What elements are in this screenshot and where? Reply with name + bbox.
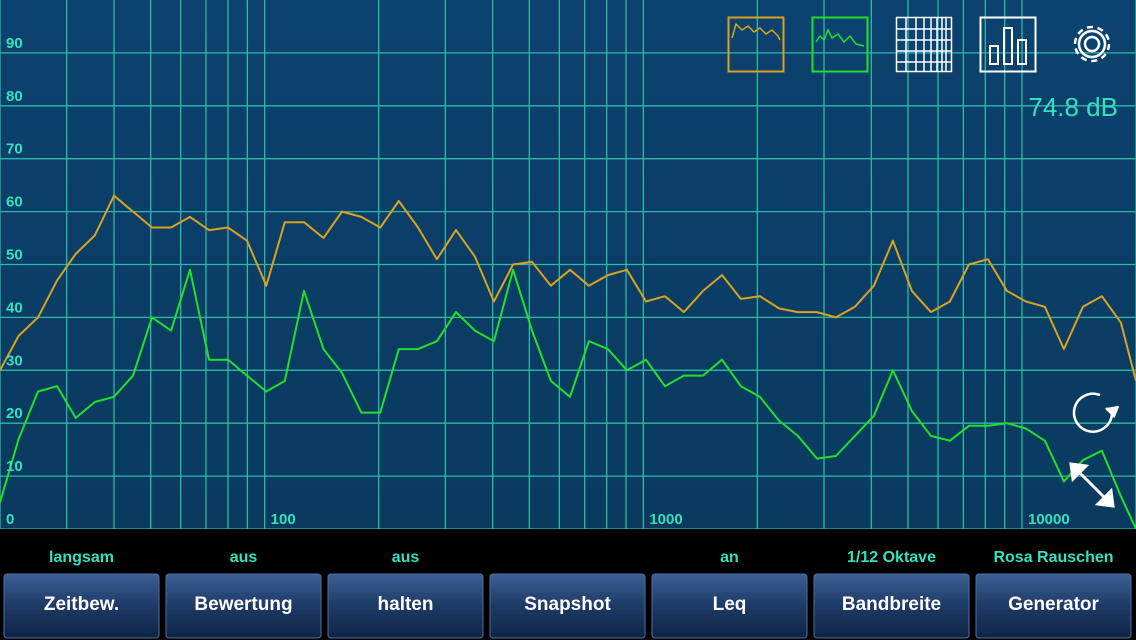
bars-toggle[interactable] bbox=[979, 16, 1037, 73]
y-tick-label: 20 bbox=[6, 405, 23, 422]
control-button[interactable]: Generator bbox=[975, 573, 1132, 639]
zoom-button[interactable] bbox=[1069, 462, 1115, 508]
button-face bbox=[813, 573, 970, 639]
button-face bbox=[3, 573, 160, 639]
control-button[interactable]: Bandbreite bbox=[813, 573, 970, 639]
y-tick-label: 40 bbox=[6, 299, 23, 316]
control-button[interactable]: Leq bbox=[651, 573, 808, 639]
status-label: 1/12 Oktave bbox=[847, 549, 936, 566]
grid bbox=[0, 0, 1136, 530]
button-label: Zeitbew. bbox=[44, 594, 119, 615]
button-label: Leq bbox=[713, 594, 747, 615]
button-label: Bewertung bbox=[194, 594, 292, 615]
controls: langsam Zeitbew. aus Bewertung aus halten Snap… bbox=[3, 549, 1132, 639]
y-tick-label: 30 bbox=[6, 352, 23, 369]
status-label: aus bbox=[392, 549, 420, 566]
y-tick-label: 50 bbox=[6, 247, 23, 264]
status-label: langsam bbox=[49, 549, 114, 566]
status-label: an bbox=[720, 549, 739, 566]
grid-toggle[interactable] bbox=[895, 16, 953, 73]
spectra bbox=[0, 194, 1136, 530]
y-tick-label: 0 bbox=[6, 511, 14, 528]
spectrum-line bbox=[0, 268, 1136, 530]
spectrum-line bbox=[0, 194, 1136, 382]
tick-labels: 0 10 20 30 40 50 60 70 80 90 100 1000 10000 bbox=[6, 35, 1070, 528]
button-face bbox=[651, 573, 808, 639]
settings-button[interactable] bbox=[1073, 25, 1111, 63]
control-button[interactable]: Bewertung bbox=[165, 573, 322, 639]
x-tick-label: 100 bbox=[271, 511, 296, 528]
button-label: Generator bbox=[1008, 594, 1099, 615]
reset-button[interactable] bbox=[1072, 392, 1120, 433]
y-tick-label: 90 bbox=[6, 35, 23, 52]
button-face bbox=[327, 573, 484, 639]
x-tick-label: 10000 bbox=[1028, 511, 1070, 528]
status-label: Rosa Rauschen bbox=[993, 549, 1113, 566]
control-button[interactable]: halten bbox=[327, 573, 484, 639]
control-button[interactable]: Snapshot bbox=[489, 573, 646, 639]
button-label: Bandbreite bbox=[842, 594, 941, 615]
y-tick-label: 70 bbox=[6, 141, 23, 158]
level-readout: 74.8 dB bbox=[1028, 92, 1118, 122]
button-face bbox=[489, 573, 646, 639]
x-tick-label: 1000 bbox=[649, 511, 682, 528]
y-tick-label: 80 bbox=[6, 88, 23, 105]
orange-spectrum-toggle[interactable] bbox=[727, 16, 785, 73]
green-spectrum-toggle[interactable] bbox=[811, 16, 869, 73]
button-label: Snapshot bbox=[524, 594, 611, 615]
button-face bbox=[165, 573, 322, 639]
y-tick-label: 10 bbox=[6, 458, 23, 475]
control-button[interactable]: Zeitbew. bbox=[3, 573, 160, 639]
y-tick-label: 60 bbox=[6, 194, 23, 211]
button-face bbox=[975, 573, 1132, 639]
status-label: aus bbox=[230, 549, 258, 566]
button-label: halten bbox=[378, 594, 434, 615]
